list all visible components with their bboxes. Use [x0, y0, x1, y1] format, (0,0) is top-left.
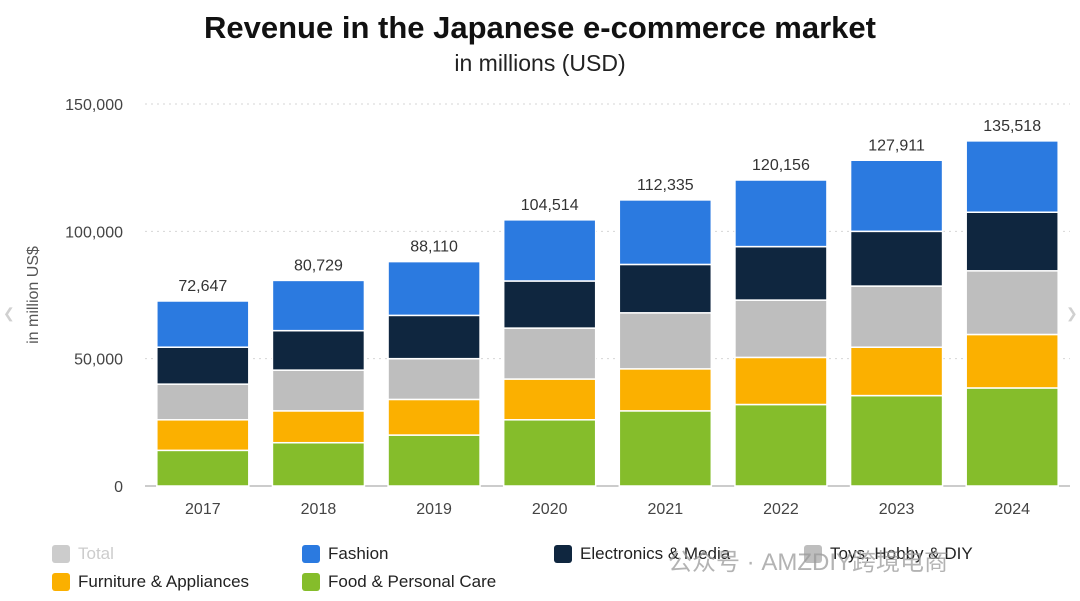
bar-toys-hobby-diy-2024 [965, 270, 1059, 336]
total-label-2024: 135,518 [983, 118, 1041, 135]
bar-chart: 0 50,000 100,000 150,000 in million US$ 72,64… [25, 97, 1070, 518]
y-tick-label: 0 [114, 479, 123, 496]
bar-electronics-media-2020 [502, 280, 597, 329]
bar-electronics-media-2022 [734, 245, 828, 301]
bar-fashion-2018 [271, 279, 366, 332]
legend: Total Fashion Electronics & Media Toys, … [52, 544, 1062, 600]
legend-label-food-personal-care: Food & Personal Care [328, 572, 497, 591]
bar-electronics-media-2021 [618, 263, 713, 314]
legend-label-fashion: Fashion [328, 544, 389, 563]
bar-food-personal-care-2021 [618, 410, 713, 487]
bar-electronics-media-2024 [965, 211, 1059, 272]
bar-furniture-appliances-2022 [734, 356, 828, 406]
bar-toys-hobby-diy-2022 [734, 299, 828, 359]
legend-swatch-food-personal-care [302, 573, 320, 591]
x-tick-label-2022: 2022 [763, 501, 799, 518]
legend-swatch-toys-hobby-diy [804, 545, 822, 563]
bar-furniture-appliances-2017 [156, 419, 250, 452]
bar-toys-hobby-diy-2023 [849, 285, 944, 348]
bar-food-personal-care-2018 [271, 441, 366, 487]
bar-food-personal-care-2017 [156, 449, 250, 487]
y-tick-label: 150,000 [65, 97, 123, 114]
chevron-left-icon[interactable]: ❮ [3, 305, 15, 321]
bar-fashion-2019 [387, 260, 481, 317]
total-label-2017: 72,647 [178, 278, 227, 295]
legend-item-toys-hobby-diy[interactable]: Toys, Hobby & DIY [804, 544, 973, 564]
bar-furniture-appliances-2024 [965, 333, 1059, 389]
legend-item-total[interactable]: Total [52, 544, 114, 564]
legend-label-furniture-appliances: Furniture & Appliances [78, 572, 250, 591]
legend-label-electronics-media: Electronics & Media [580, 544, 731, 563]
bar-fashion-2021 [618, 199, 713, 266]
legend-item-food-personal-care[interactable]: Food & Personal Care [302, 572, 496, 592]
total-label-2023: 127,911 [868, 137, 925, 154]
bar-fashion-2017 [156, 300, 250, 348]
legend-item-fashion[interactable]: Fashion [302, 544, 388, 564]
legend-swatch-total [52, 545, 70, 563]
total-label-2018: 80,729 [294, 257, 343, 274]
watermark: 公众号 · AMZDIY跨境电商 [668, 549, 948, 576]
x-tick-label-2017: 2017 [185, 501, 221, 518]
total-label-2022: 120,156 [752, 157, 810, 174]
total-label-2021: 112,335 [637, 177, 694, 194]
bar-fashion-2024 [965, 140, 1059, 213]
bar-food-personal-care-2023 [849, 394, 944, 487]
bar-furniture-appliances-2023 [849, 346, 944, 397]
bar-toys-hobby-diy-2018 [271, 369, 366, 412]
bar-fashion-2020 [502, 219, 597, 282]
x-tick-label-2021: 2021 [648, 501, 684, 518]
x-tick-label-2020: 2020 [532, 501, 568, 518]
bar-furniture-appliances-2020 [502, 378, 597, 421]
legend-swatch-electronics-media [554, 545, 572, 563]
chevron-right-icon[interactable]: ❯ [1066, 305, 1078, 321]
y-axis-label: in million US$ [25, 246, 42, 344]
bar-toys-hobby-diy-2017 [156, 383, 250, 421]
bar-electronics-media-2017 [156, 346, 250, 385]
total-label-2020: 104,514 [521, 197, 579, 214]
bar-toys-hobby-diy-2021 [618, 312, 713, 370]
bar-fashion-2022 [734, 179, 828, 248]
y-tick-label: 50,000 [74, 352, 123, 369]
bar-fashion-2023 [849, 159, 944, 233]
x-tick-label-2019: 2019 [416, 501, 452, 518]
x-tick-label-2024: 2024 [994, 501, 1030, 518]
legend-label-total: Total [78, 544, 114, 563]
legend-item-furniture-appliances[interactable]: Furniture & Appliances [52, 572, 249, 592]
x-tick-label-2023: 2023 [879, 501, 915, 518]
bar-food-personal-care-2022 [734, 403, 828, 487]
chart-subtitle: in millions (USD) [454, 50, 626, 76]
bar-food-personal-care-2020 [502, 419, 597, 487]
chart-title: Revenue in the Japanese e-commerce marke… [204, 10, 876, 45]
legend-item-electronics-media[interactable]: Electronics & Media [554, 544, 730, 564]
bar-furniture-appliances-2019 [387, 398, 481, 436]
legend-swatch-fashion [302, 545, 320, 563]
bar-toys-hobby-diy-2020 [502, 327, 597, 380]
bar-electronics-media-2019 [387, 314, 481, 360]
bar-toys-hobby-diy-2019 [387, 357, 481, 401]
total-label-2019: 88,110 [410, 239, 458, 256]
legend-swatch-furniture-appliances [52, 573, 70, 591]
legend-label-toys-hobby-diy: Toys, Hobby & DIY [830, 544, 973, 563]
bar-electronics-media-2018 [271, 329, 366, 371]
bar-food-personal-care-2024 [965, 387, 1059, 487]
x-tick-label-2018: 2018 [301, 501, 337, 518]
bar-furniture-appliances-2018 [271, 410, 366, 444]
bar-electronics-media-2023 [849, 230, 944, 287]
bar-food-personal-care-2019 [387, 434, 481, 487]
y-tick-label: 100,000 [65, 224, 123, 241]
bar-furniture-appliances-2021 [618, 368, 713, 412]
